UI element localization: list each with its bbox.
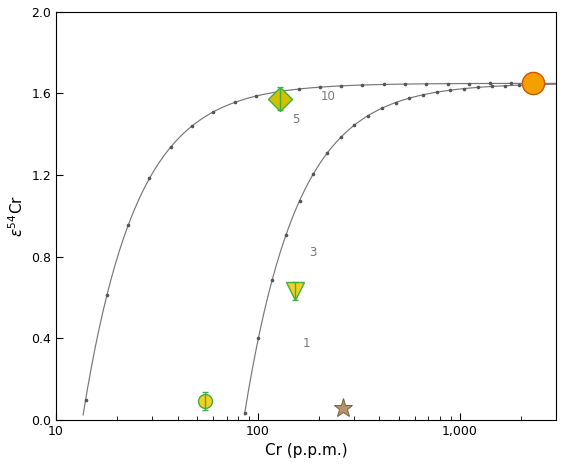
X-axis label: Cr (p.p.m.): Cr (p.p.m.) xyxy=(265,443,347,458)
Text: 10: 10 xyxy=(321,90,336,103)
Text: 3: 3 xyxy=(310,246,317,259)
Text: 1: 1 xyxy=(303,337,310,350)
Text: 5: 5 xyxy=(292,113,300,126)
Y-axis label: $\varepsilon^{54}$Cr: $\varepsilon^{54}$Cr xyxy=(7,195,26,237)
